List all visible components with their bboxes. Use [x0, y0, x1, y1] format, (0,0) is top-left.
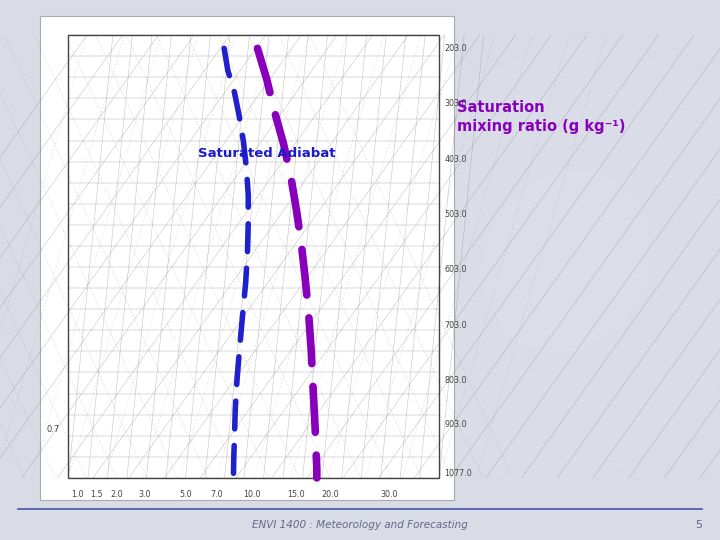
Text: 10.0: 10.0 — [243, 490, 261, 499]
Text: 903.0: 903.0 — [444, 420, 467, 429]
Text: 303.0: 303.0 — [444, 99, 467, 108]
Text: 30.0: 30.0 — [380, 490, 398, 499]
Text: Saturation
mixing ratio (g kg⁻¹): Saturation mixing ratio (g kg⁻¹) — [457, 100, 626, 133]
Text: 603.0: 603.0 — [444, 265, 467, 274]
Text: 3.0: 3.0 — [138, 490, 150, 499]
Text: 403.0: 403.0 — [444, 154, 467, 164]
Bar — [68, 35, 439, 478]
Text: 15.0: 15.0 — [287, 490, 305, 499]
Text: 20.0: 20.0 — [321, 490, 338, 499]
Text: Saturated Adiabat: Saturated Adiabat — [198, 147, 336, 160]
Text: 2.0: 2.0 — [110, 490, 123, 499]
Text: 0.7: 0.7 — [47, 424, 60, 434]
Text: 1.5: 1.5 — [90, 490, 102, 499]
Text: 503.0: 503.0 — [444, 210, 467, 219]
Text: 203.0: 203.0 — [444, 44, 467, 53]
Text: 7.0: 7.0 — [210, 490, 223, 499]
Bar — [40, 16, 454, 500]
Text: ENVI 1400 : Meteorology and Forecasting: ENVI 1400 : Meteorology and Forecasting — [252, 520, 468, 530]
Text: 803.0: 803.0 — [444, 376, 467, 385]
Text: 5.0: 5.0 — [179, 490, 192, 499]
Text: 1077.0: 1077.0 — [444, 469, 472, 478]
Text: 703.0: 703.0 — [444, 321, 467, 329]
Text: 5: 5 — [695, 520, 702, 530]
Text: 1.0: 1.0 — [71, 490, 84, 499]
